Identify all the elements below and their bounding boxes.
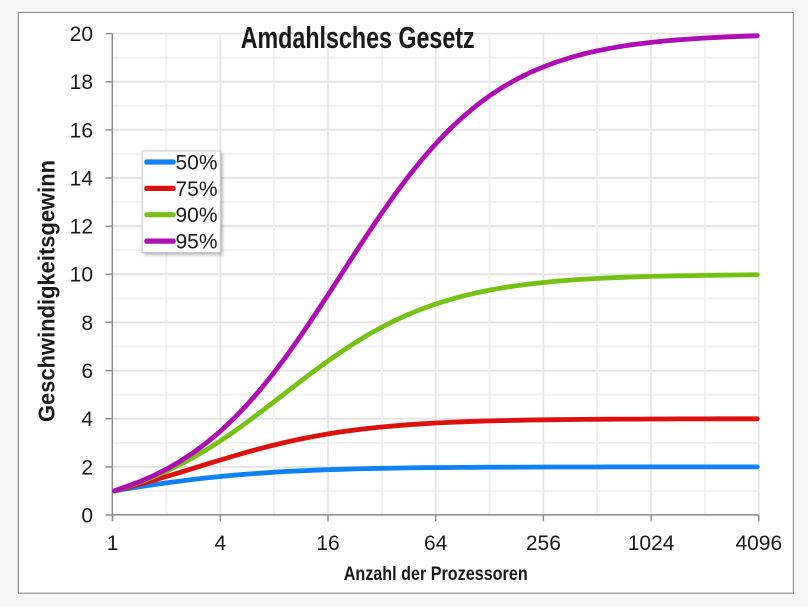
svg-text:12: 12 [70, 216, 93, 239]
svg-text:6: 6 [81, 360, 93, 383]
svg-text:50%: 50% [176, 151, 218, 174]
svg-text:95%: 95% [176, 231, 218, 254]
svg-text:10: 10 [70, 264, 93, 287]
svg-text:14: 14 [70, 167, 94, 190]
svg-text:0: 0 [81, 504, 93, 527]
svg-text:20: 20 [70, 23, 93, 46]
svg-text:8: 8 [81, 312, 93, 335]
svg-text:256: 256 [526, 532, 561, 555]
svg-text:2: 2 [81, 456, 93, 479]
svg-text:Geschwindigkeitsgewinn: Geschwindigkeitsgewinn [34, 160, 60, 422]
svg-text:4: 4 [81, 408, 93, 431]
svg-text:90%: 90% [176, 204, 218, 227]
svg-text:18: 18 [70, 71, 93, 94]
svg-text:1024: 1024 [628, 532, 675, 555]
svg-text:4: 4 [214, 532, 226, 555]
svg-text:16: 16 [70, 119, 93, 142]
svg-text:64: 64 [424, 532, 448, 555]
svg-text:Anzahl der Prozessoren: Anzahl der Prozessoren [344, 563, 528, 585]
svg-text:Amdahlsches Gesetz: Amdahlsches Gesetz [241, 20, 475, 55]
svg-text:75%: 75% [176, 178, 218, 201]
svg-text:1: 1 [107, 532, 119, 555]
svg-text:4096: 4096 [735, 532, 782, 555]
svg-text:16: 16 [316, 532, 339, 555]
